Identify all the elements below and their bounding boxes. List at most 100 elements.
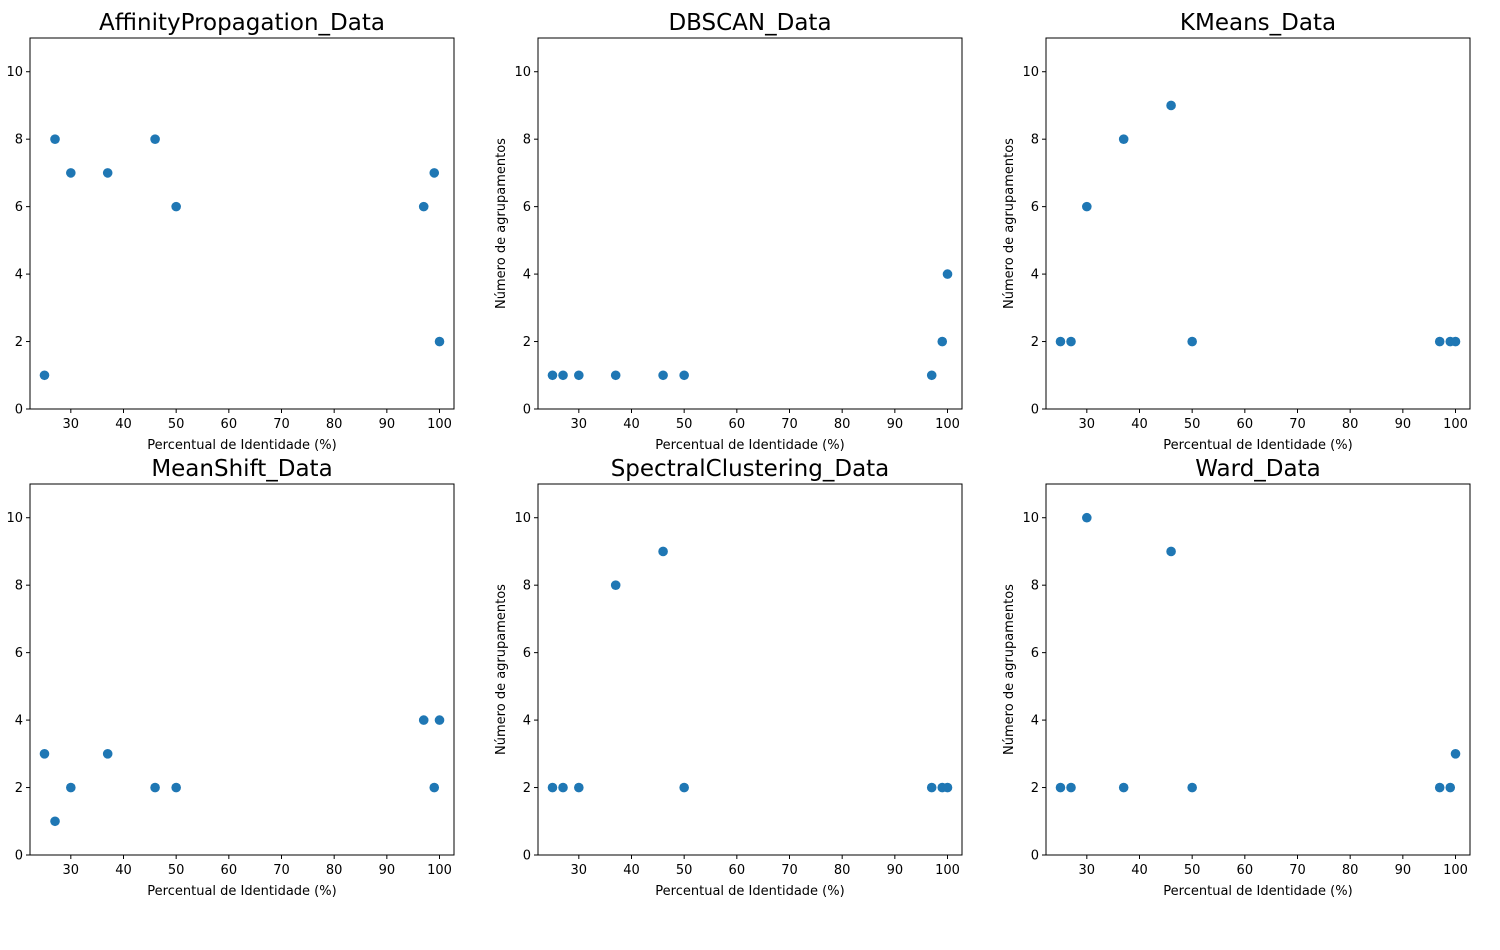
plot-area-frame	[1045, 37, 1471, 410]
data-point	[926, 370, 937, 381]
x-tick-label: 100	[935, 417, 960, 432]
data-point	[926, 782, 937, 793]
y-tick-label: 2	[15, 781, 23, 796]
x-tick-label: 80	[834, 863, 851, 878]
x-tick-label: 100	[427, 863, 452, 878]
data-point	[1434, 782, 1445, 793]
data-point	[1434, 336, 1445, 347]
data-point	[434, 336, 445, 347]
x-tick-label: 40	[623, 863, 640, 878]
x-tick-label: 30	[571, 417, 588, 432]
data-point	[1055, 336, 1066, 347]
data-point	[558, 370, 568, 381]
data-point	[658, 370, 668, 381]
x-tick-label: 60	[1237, 417, 1254, 432]
y-tick-label: 10	[514, 511, 531, 526]
y-tick-label: 6	[1031, 646, 1039, 661]
y-tick-label: 10	[1022, 511, 1039, 526]
data-point	[1082, 512, 1092, 523]
y-tick-label: 6	[523, 646, 531, 661]
x-tick-label: 30	[63, 417, 80, 432]
x-axis-label: Percentual de Identidade (%)	[655, 884, 844, 899]
data-point	[558, 782, 568, 793]
x-tick-label: 50	[1184, 863, 1201, 878]
data-point	[1166, 546, 1176, 557]
x-axis-label: Percentual de Identidade (%)	[147, 438, 336, 453]
x-tick-label: 30	[63, 863, 80, 878]
x-tick-label: 100	[1443, 863, 1468, 878]
x-tick-label: 70	[781, 417, 798, 432]
data-point	[171, 201, 181, 212]
y-tick-label: 4	[1031, 714, 1039, 729]
data-point	[102, 168, 113, 178]
x-tick-label: 50	[1184, 417, 1201, 432]
y-axis-label: Número de agrupamentos	[1002, 584, 1017, 755]
y-tick-label: 2	[15, 335, 23, 350]
x-axis-label: Percentual de Identidade (%)	[1163, 438, 1352, 453]
data-point	[1118, 782, 1129, 793]
y-tick-label: 0	[15, 403, 23, 418]
plot-area-frame	[537, 37, 963, 410]
chart-title: Ward_Data	[1195, 456, 1320, 482]
chart-title: DBSCAN_Data	[668, 10, 831, 36]
data-point	[39, 749, 50, 759]
chart-panel-4: MeanShift_Data 30 40 50 60 70 80 90 100 0 2 4 6 8 10 Pe…	[6, 456, 455, 899]
x-tick-label: 50	[168, 417, 185, 432]
y-tick-label: 2	[1031, 781, 1039, 796]
x-tick-label: 50	[168, 863, 185, 878]
chart-panel-6: Ward_Data 30 40 50 60 70 80 90 100 0 2 4 6 8 10 Percent…	[1002, 456, 1471, 899]
data-point	[171, 782, 181, 793]
y-axis-label: Número de agrupamentos	[1002, 138, 1017, 309]
data-point	[1445, 782, 1456, 793]
y-tick-label: 8	[1031, 579, 1039, 594]
data-point	[610, 370, 621, 381]
data-point	[39, 370, 50, 381]
x-tick-label: 30	[571, 863, 588, 878]
data-point	[1066, 782, 1076, 793]
y-tick-label: 6	[15, 200, 23, 215]
x-tick-label: 90	[887, 417, 904, 432]
x-tick-label: 40	[115, 863, 132, 878]
x-tick-label: 60	[221, 417, 238, 432]
data-point	[1166, 100, 1176, 111]
y-tick-label: 4	[1031, 268, 1039, 283]
x-tick-label: 90	[379, 863, 396, 878]
x-tick-label: 40	[623, 417, 640, 432]
data-point	[1082, 201, 1092, 212]
y-tick-label: 2	[523, 335, 531, 350]
y-tick-label: 0	[1031, 849, 1039, 864]
data-point	[679, 782, 689, 793]
data-point	[679, 370, 689, 381]
data-point	[150, 782, 160, 793]
chart-panel-3: KMeans_Data 30 40 50 60 70 80 90 100 0 2 4 6 8 10 Perce…	[1002, 10, 1471, 453]
data-point	[66, 168, 76, 178]
y-tick-label: 4	[15, 268, 23, 283]
y-tick-label: 6	[15, 646, 23, 661]
plot-area-frame	[537, 483, 963, 856]
y-tick-label: 6	[523, 200, 531, 215]
data-point	[574, 782, 584, 793]
x-tick-label: 70	[273, 417, 290, 432]
data-point	[1450, 749, 1461, 759]
data-point	[547, 370, 558, 381]
x-tick-label: 60	[729, 417, 746, 432]
data-point	[1066, 336, 1076, 347]
x-axis-label: Percentual de Identidade (%)	[147, 884, 336, 899]
data-point	[50, 816, 60, 827]
y-tick-label: 10	[1022, 65, 1039, 80]
data-point	[418, 201, 429, 212]
x-axis-label: Percentual de Identidade (%)	[655, 438, 844, 453]
y-axis-label: Número de agrupamentos	[494, 584, 509, 755]
x-tick-label: 60	[729, 863, 746, 878]
chart-title: KMeans_Data	[1180, 10, 1336, 36]
x-tick-label: 90	[1395, 417, 1412, 432]
x-tick-label: 40	[115, 417, 132, 432]
plot-area-frame	[29, 37, 455, 410]
y-tick-label: 0	[1031, 403, 1039, 418]
y-tick-label: 0	[523, 849, 531, 864]
plot-area-frame	[1045, 483, 1471, 856]
y-tick-label: 6	[1031, 200, 1039, 215]
y-tick-label: 10	[514, 65, 531, 80]
y-tick-label: 4	[523, 268, 531, 283]
